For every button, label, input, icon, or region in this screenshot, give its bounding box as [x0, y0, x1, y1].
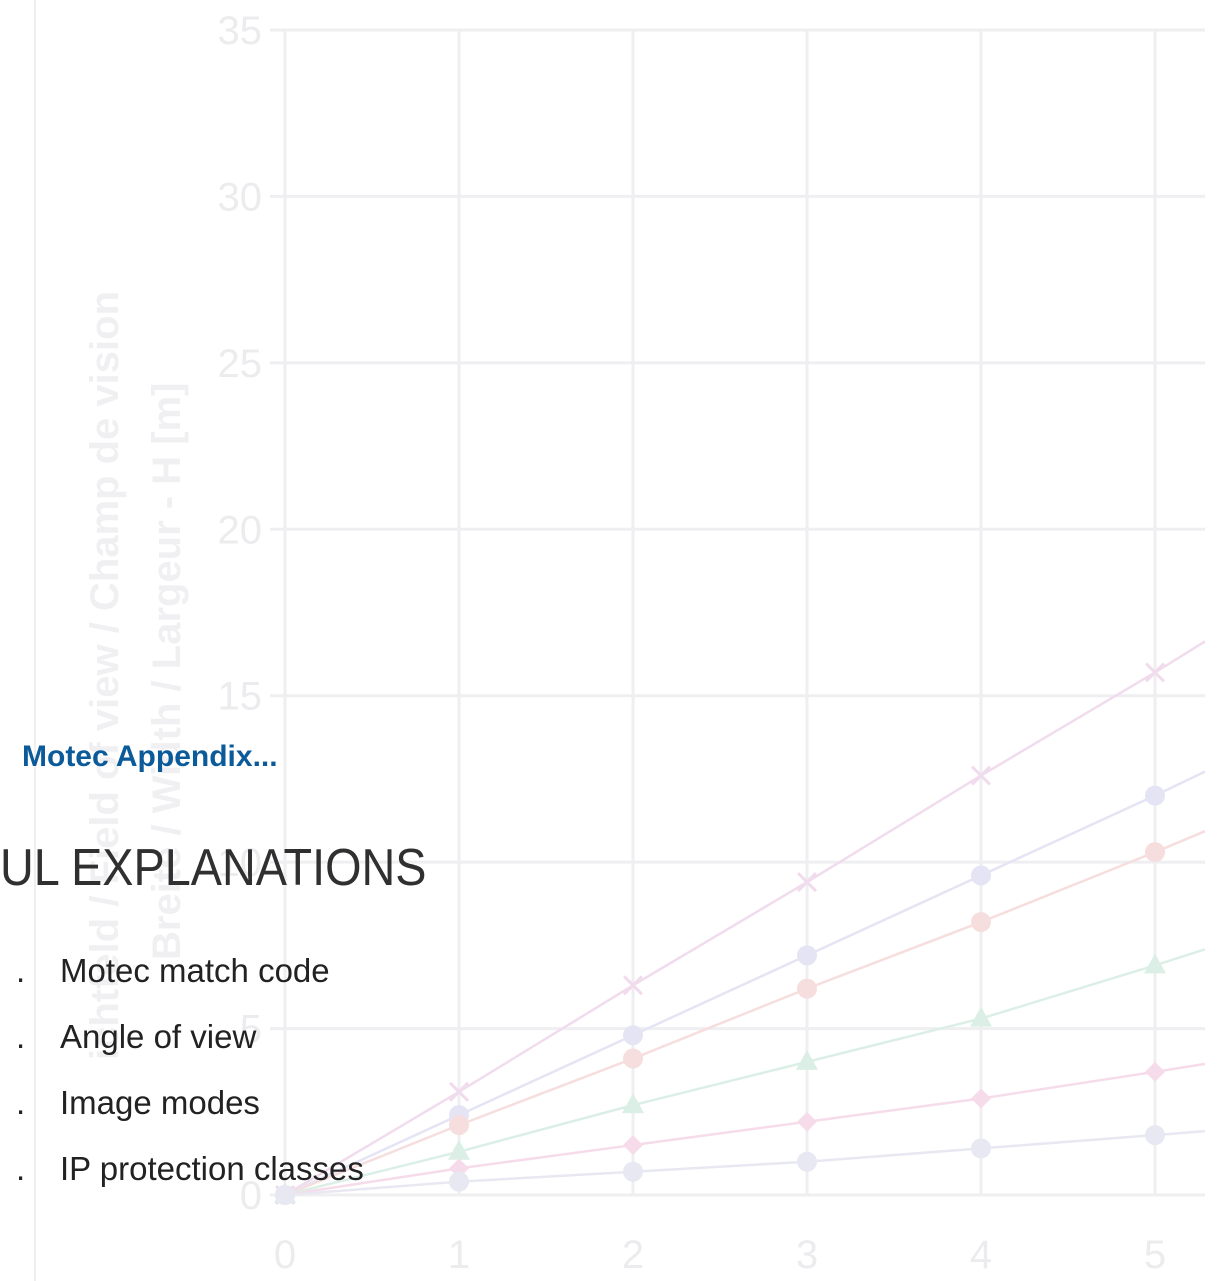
data-point: [970, 765, 992, 786]
data-point: [796, 872, 818, 893]
y-axis-label-line-1: ichtfeld / Field of view / Champ de visi…: [83, 291, 127, 1060]
y-tick-label: 15: [218, 675, 263, 719]
data-point: [448, 1081, 470, 1102]
data-point: [623, 1135, 643, 1156]
x-tick-label: 2: [622, 1233, 644, 1277]
data-point: [1145, 1061, 1165, 1082]
data-point: [796, 1049, 818, 1070]
page-heading: UL EXPLANATIONS: [0, 839, 427, 897]
chart-grid: [34, 0, 1205, 1281]
data-point: [448, 1139, 470, 1160]
list-item-label: IP protection classes: [60, 1150, 364, 1187]
list-item-label: Image modes: [60, 1084, 260, 1121]
list-item-number: .: [16, 952, 26, 989]
data-point: [622, 1093, 644, 1114]
chart-series: [274, 640, 1206, 1206]
chart-ticks: 0 5 10 15 20 25 30 35 0 1 2 3 4 5: [218, 9, 1167, 1277]
data-point: [797, 978, 817, 999]
data-point: [797, 1151, 817, 1172]
list-item-number: .: [16, 1150, 26, 1187]
x-tick-label: 1: [448, 1233, 470, 1277]
data-point: [970, 1006, 992, 1027]
y-tick-label: 30: [218, 175, 263, 219]
section-label: Motec Appendix...: [22, 740, 278, 773]
data-point: [623, 1048, 643, 1069]
y-tick-label: 5: [240, 1008, 262, 1052]
data-point: [275, 1185, 295, 1205]
data-point: [449, 1115, 469, 1136]
list-item-label: Motec match code: [60, 952, 330, 989]
data-point: [797, 945, 817, 966]
y-tick-label: 20: [218, 508, 263, 552]
data-point: [1144, 953, 1166, 974]
data-point: [623, 1025, 643, 1046]
data-point: [971, 865, 991, 886]
list-item-number: .: [16, 1018, 26, 1055]
x-tick-label: 3: [796, 1233, 818, 1277]
data-point: [1144, 662, 1166, 683]
data-point: [1145, 1125, 1165, 1146]
data-point: [622, 975, 644, 996]
data-point: [971, 1088, 991, 1109]
y-tick-label: 25: [218, 342, 263, 386]
data-point: [797, 1111, 817, 1132]
y-axis-label-line-2: Breite / Width / Largeur - H [m]: [145, 383, 189, 960]
list-item-label: Angle of view: [60, 1018, 257, 1055]
y-tick-label: 35: [218, 9, 263, 53]
data-point: [449, 1171, 469, 1192]
y-tick-label: 0: [240, 1174, 262, 1218]
x-tick-label: 5: [1144, 1233, 1166, 1277]
data-point: [1145, 842, 1165, 863]
y-tick-label: 10: [218, 841, 263, 885]
data-point: [971, 1138, 991, 1159]
data-point: [623, 1161, 643, 1182]
x-tick-label: 0: [274, 1233, 296, 1277]
data-point: [1145, 785, 1165, 806]
list-item-number: .: [16, 1084, 26, 1121]
data-point: [971, 912, 991, 933]
x-tick-label: 4: [970, 1233, 992, 1277]
